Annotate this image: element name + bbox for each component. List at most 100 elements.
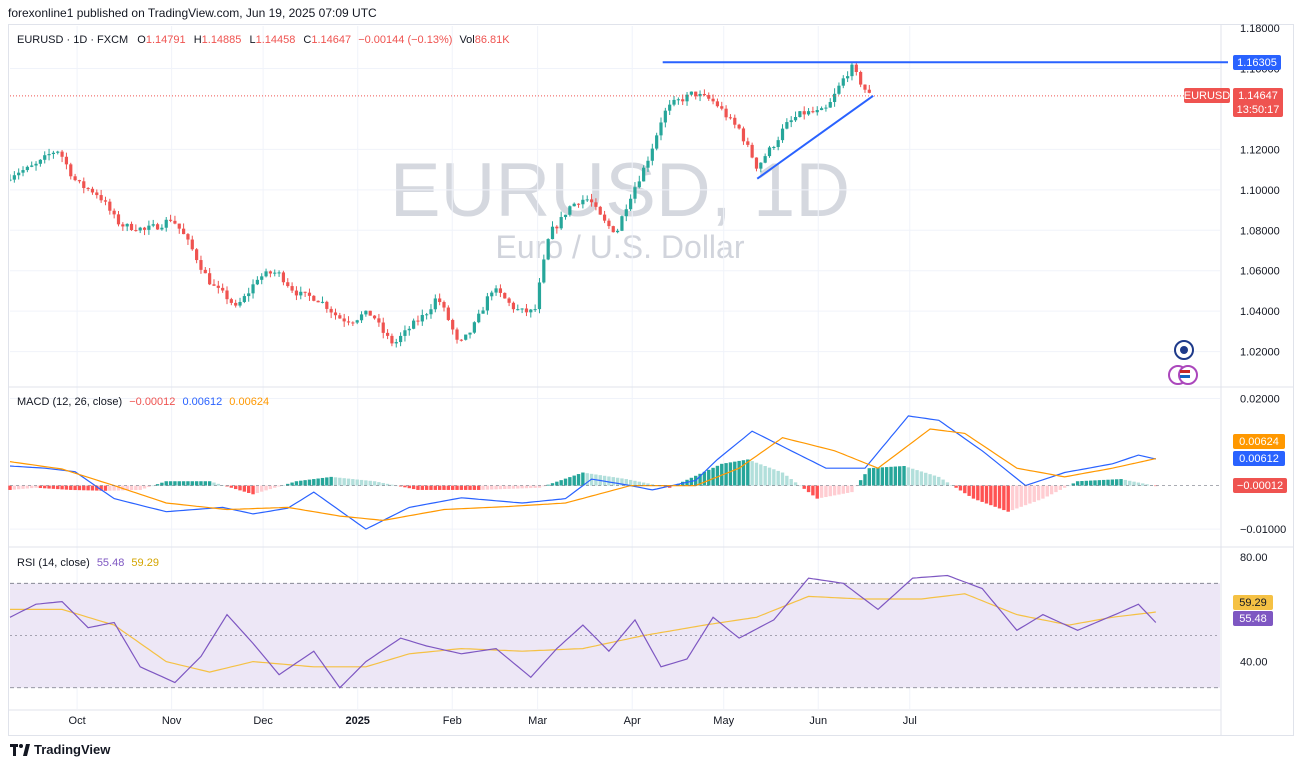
candle[interactable] (524, 304, 529, 317)
candle[interactable] (702, 89, 706, 97)
candle[interactable] (112, 208, 116, 219)
candle[interactable] (850, 62, 854, 81)
candle[interactable] (685, 92, 689, 106)
candle[interactable] (77, 179, 82, 184)
candle[interactable] (134, 224, 138, 232)
candle[interactable] (381, 317, 385, 339)
candle[interactable] (30, 161, 34, 168)
candle[interactable] (863, 84, 867, 93)
candle[interactable] (364, 310, 368, 317)
candle[interactable] (160, 224, 164, 231)
price-axis[interactable]: 1.160001.120001.100001.080001.060001.040… (1240, 63, 1280, 358)
candle[interactable] (468, 332, 472, 339)
rsi-axis[interactable]: 80.00 40.00 (1240, 552, 1268, 668)
candle[interactable] (507, 297, 511, 307)
candle[interactable] (346, 316, 351, 326)
candle[interactable] (390, 333, 394, 347)
macd-line[interactable] (9, 415, 1156, 530)
candle[interactable] (737, 123, 741, 130)
candle[interactable] (464, 334, 468, 341)
candle[interactable] (616, 228, 620, 234)
support-trendline[interactable] (756, 94, 874, 180)
candle[interactable] (247, 287, 251, 302)
candle[interactable] (368, 310, 372, 316)
candle[interactable] (485, 292, 489, 315)
candle[interactable] (82, 177, 86, 194)
candle[interactable] (168, 214, 173, 223)
candle[interactable] (60, 149, 64, 163)
candle[interactable] (798, 110, 802, 118)
candle[interactable] (216, 280, 220, 294)
candle[interactable] (47, 148, 51, 161)
candle[interactable] (689, 91, 693, 96)
candle[interactable] (199, 255, 203, 274)
candle[interactable] (273, 269, 277, 277)
candle[interactable] (73, 173, 77, 182)
candle[interactable] (733, 114, 737, 129)
candle[interactable] (859, 70, 863, 88)
candle[interactable] (828, 98, 832, 108)
candle[interactable] (650, 143, 654, 166)
candle[interactable] (147, 220, 151, 235)
candle[interactable] (251, 279, 255, 299)
candle[interactable] (51, 150, 55, 159)
candle[interactable] (17, 168, 21, 180)
candle[interactable] (25, 165, 29, 173)
candle[interactable] (572, 202, 576, 207)
candle[interactable] (746, 137, 750, 148)
candle[interactable] (546, 238, 550, 261)
candle[interactable] (481, 306, 485, 314)
candle[interactable] (620, 215, 624, 232)
candle[interactable] (108, 198, 112, 215)
candle[interactable] (663, 107, 667, 128)
candle[interactable] (281, 270, 286, 286)
candle[interactable] (837, 82, 841, 96)
candle[interactable] (767, 145, 772, 158)
candle[interactable] (589, 193, 594, 207)
candle[interactable] (555, 225, 559, 234)
economic-event-icon[interactable] (1174, 340, 1194, 360)
candle[interactable] (121, 222, 125, 231)
candle[interactable] (715, 98, 720, 108)
time-axis[interactable]: Oct Nov Dec 2025 Feb Mar Apr May Jun Jul (69, 715, 917, 727)
candle[interactable] (21, 166, 25, 177)
candle[interactable] (260, 273, 264, 285)
candle[interactable] (446, 305, 450, 322)
candle[interactable] (642, 165, 646, 182)
candle[interactable] (720, 101, 724, 111)
candle[interactable] (351, 321, 355, 327)
candle[interactable] (64, 152, 69, 170)
candle[interactable] (394, 338, 398, 348)
candle[interactable] (129, 221, 134, 231)
candle[interactable] (177, 223, 181, 234)
candle[interactable] (186, 233, 190, 246)
candle[interactable] (333, 308, 338, 320)
candle[interactable] (490, 290, 494, 301)
candle[interactable] (38, 159, 42, 167)
candle[interactable] (511, 301, 516, 313)
candle[interactable] (451, 318, 455, 335)
candle[interactable] (329, 306, 333, 319)
candle[interactable] (581, 195, 585, 209)
candle[interactable] (516, 304, 520, 311)
candle[interactable] (164, 217, 168, 232)
candle[interactable] (195, 248, 199, 264)
candle[interactable] (542, 254, 546, 284)
candle[interactable] (320, 296, 325, 304)
candle[interactable] (212, 279, 216, 286)
candle[interactable] (494, 285, 498, 296)
candle[interactable] (294, 286, 299, 301)
candle[interactable] (633, 182, 637, 204)
candle[interactable] (772, 145, 776, 150)
candle[interactable] (529, 308, 533, 318)
candle[interactable] (724, 105, 728, 121)
candle[interactable] (824, 104, 828, 112)
candle[interactable] (229, 297, 233, 306)
candle[interactable] (533, 304, 537, 312)
candle[interactable] (234, 299, 238, 308)
candle[interactable] (372, 315, 377, 320)
candle[interactable] (438, 293, 442, 306)
candle[interactable] (629, 194, 633, 212)
candle[interactable] (537, 277, 542, 314)
candle[interactable] (155, 222, 160, 230)
